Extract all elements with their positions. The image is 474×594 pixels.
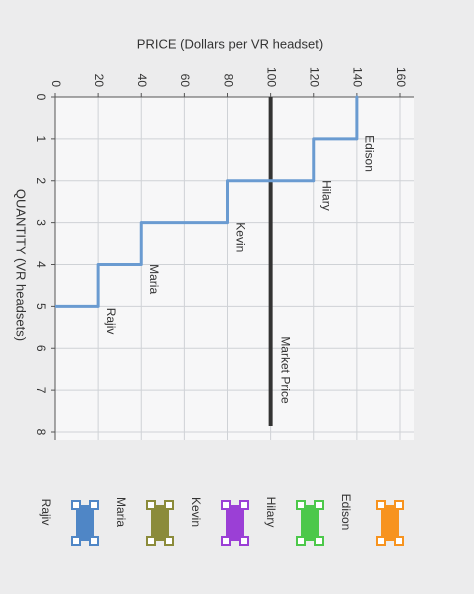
x-tick-label: 7 [34, 387, 48, 394]
y-tick-label: 80 [221, 74, 235, 88]
legend-icon[interactable] [76, 505, 94, 541]
legend-label[interactable]: Kevin [189, 497, 203, 527]
legend-handle[interactable] [164, 536, 174, 546]
legend-handle[interactable] [239, 536, 249, 546]
legend-handle[interactable] [394, 500, 404, 510]
x-axis-title: QUANTITY (VR headsets) [14, 189, 29, 341]
y-axis-title: PRICE (Dollars per VR headset) [137, 36, 323, 51]
rotated-chart: 0 20 40 60 80 100 120 140 160 0 1 2 3 4 5 6 7 8 PRICE (Dol… [14, 36, 414, 546]
step-label: Rajiv [104, 308, 118, 335]
legend-handle[interactable] [89, 536, 99, 546]
legend-handle[interactable] [89, 500, 99, 510]
legend-handle[interactable] [314, 536, 324, 546]
legend-handle[interactable] [239, 500, 249, 510]
y-tick-label: 0 [49, 80, 63, 87]
step-label: Edison [363, 135, 377, 172]
x-tick-label: 0 [34, 94, 48, 101]
legend-handle[interactable] [314, 500, 324, 510]
legend-item[interactable]: Rajiv [39, 499, 99, 546]
y-tick-label: 100 [264, 67, 278, 87]
x-tick-label: 8 [34, 429, 48, 436]
legend-item[interactable]: Hilary [264, 497, 324, 546]
legend-handle[interactable] [376, 536, 386, 546]
legend-label[interactable]: Rajiv [39, 499, 53, 526]
y-tick-label: 120 [308, 67, 322, 87]
x-tick-label: 4 [34, 261, 48, 268]
legend-handle[interactable] [164, 500, 174, 510]
legend-label[interactable]: Hilary [264, 497, 278, 528]
y-tick-label: 40 [135, 74, 149, 88]
x-tick-label: 6 [34, 345, 48, 352]
plot-area [55, 97, 414, 440]
legend-item[interactable]: Maria [114, 497, 174, 546]
legend-handle[interactable] [221, 536, 231, 546]
x-tick-label: 1 [34, 136, 48, 143]
legend-handle[interactable] [296, 536, 306, 546]
legend-handle[interactable] [221, 500, 231, 510]
legend-item[interactable]: Kevin [189, 497, 249, 546]
legend-icon[interactable] [381, 505, 399, 541]
y-tick-label: 20 [92, 74, 106, 88]
step-label: Hilary [320, 180, 334, 211]
step-label: Maria [147, 264, 161, 294]
legend-handle[interactable] [376, 500, 386, 510]
legend-label[interactable]: Edison [339, 494, 353, 531]
y-tick-label: 140 [351, 67, 365, 87]
legend-handle[interactable] [394, 536, 404, 546]
y-tick-label: 160 [394, 67, 408, 87]
legend-icon[interactable] [151, 505, 169, 541]
legend-icon[interactable] [226, 505, 244, 541]
legend-handle[interactable] [71, 500, 81, 510]
legend-handle[interactable] [71, 536, 81, 546]
legend-icon[interactable] [301, 505, 319, 541]
legend-handle[interactable] [146, 500, 156, 510]
y-tick-label: 60 [178, 74, 192, 88]
market-price-label: Market Price [278, 336, 292, 404]
legend-handle[interactable] [296, 500, 306, 510]
x-tick-label: 5 [34, 303, 48, 310]
x-tick-label: 2 [34, 177, 48, 184]
legend-item[interactable]: Edison [339, 494, 404, 546]
x-tick-label: 3 [34, 219, 48, 226]
step-label: Kevin [233, 222, 247, 252]
legend-label[interactable]: Maria [114, 497, 128, 527]
legend-handle[interactable] [146, 536, 156, 546]
